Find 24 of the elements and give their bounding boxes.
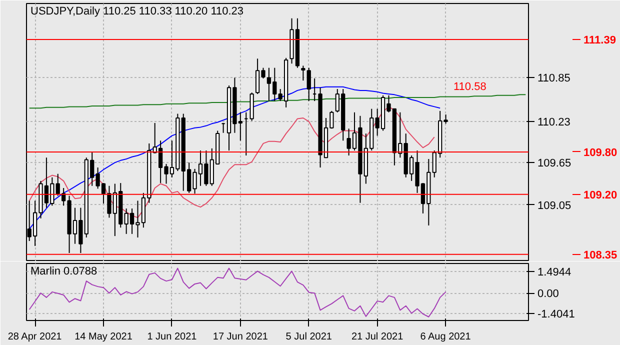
y-tick-label: 110.23: [538, 116, 570, 129]
ref-line-label: 109.80: [584, 146, 618, 159]
line-series: [28, 268, 446, 318]
y-tick-label: 1.4944: [538, 266, 572, 278]
x-tick-label: 5 Jul 2021: [286, 332, 332, 342]
chart-title: Marlin 0.0788: [30, 266, 98, 278]
annotation: 110.58: [454, 80, 486, 93]
ref-line-label: 109.20: [584, 189, 618, 202]
chart-title: USDJPY,Daily 110.25 110.33 110.20 110.23: [30, 6, 244, 18]
y-tick-label: 109.65: [538, 158, 572, 170]
candlestick: [306, 67, 311, 102]
y-tick-label: 110.85: [538, 72, 570, 85]
x-tick-label: 17 Jun 2021: [212, 332, 268, 342]
ref-line-label: 108.35: [584, 249, 618, 262]
y-tick-label: -1.4041: [538, 308, 575, 320]
x-tick-label: 1 Jun 2021: [147, 332, 198, 342]
ref-line-label: 111.39: [584, 34, 616, 47]
y-tick-label: 109.05: [538, 200, 572, 212]
x-tick-label: 28 Apr 2021: [8, 332, 62, 342]
y-tick-label: 0.00: [538, 288, 559, 300]
x-tick-label: 6 Aug 2021: [420, 332, 472, 342]
candlestick: [301, 65, 306, 82]
x-tick-label: 21 Jul 2021: [351, 332, 404, 342]
x-tick-label: 14 May 2021: [74, 332, 133, 342]
